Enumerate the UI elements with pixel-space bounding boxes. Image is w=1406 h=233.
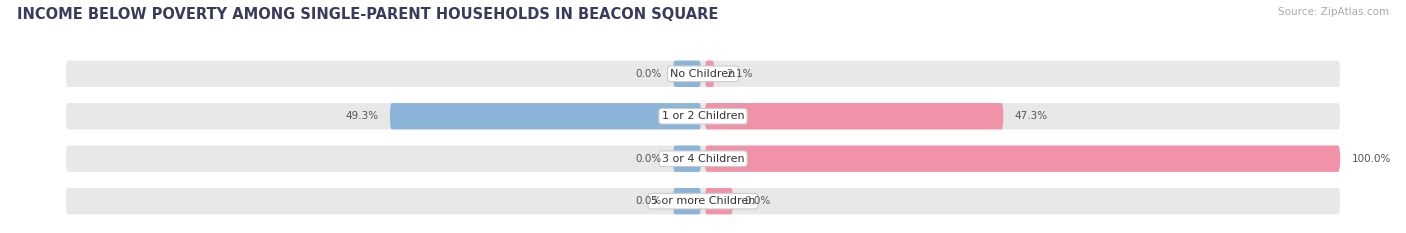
Text: 49.3%: 49.3% [346, 111, 378, 121]
FancyBboxPatch shape [673, 146, 702, 172]
FancyBboxPatch shape [66, 188, 1340, 214]
FancyBboxPatch shape [66, 103, 1340, 129]
Text: 47.3%: 47.3% [1015, 111, 1047, 121]
Text: 100.0%: 100.0% [1351, 154, 1391, 164]
FancyBboxPatch shape [66, 61, 1340, 87]
Text: Source: ZipAtlas.com: Source: ZipAtlas.com [1278, 7, 1389, 17]
FancyBboxPatch shape [66, 146, 1340, 172]
Text: No Children: No Children [671, 69, 735, 79]
FancyBboxPatch shape [704, 103, 1004, 129]
Text: INCOME BELOW POVERTY AMONG SINGLE-PARENT HOUSEHOLDS IN BEACON SQUARE: INCOME BELOW POVERTY AMONG SINGLE-PARENT… [17, 7, 718, 22]
FancyBboxPatch shape [704, 188, 733, 214]
FancyBboxPatch shape [673, 188, 702, 214]
FancyBboxPatch shape [673, 61, 702, 87]
Text: 5 or more Children: 5 or more Children [651, 196, 755, 206]
FancyBboxPatch shape [704, 61, 714, 87]
FancyBboxPatch shape [704, 146, 1340, 172]
Text: 0.0%: 0.0% [636, 196, 661, 206]
Text: 1 or 2 Children: 1 or 2 Children [662, 111, 744, 121]
Text: 0.0%: 0.0% [745, 196, 770, 206]
Text: 0.0%: 0.0% [636, 154, 661, 164]
Text: 3 or 4 Children: 3 or 4 Children [662, 154, 744, 164]
FancyBboxPatch shape [389, 103, 702, 129]
Text: 2.1%: 2.1% [725, 69, 752, 79]
Text: 0.0%: 0.0% [636, 69, 661, 79]
